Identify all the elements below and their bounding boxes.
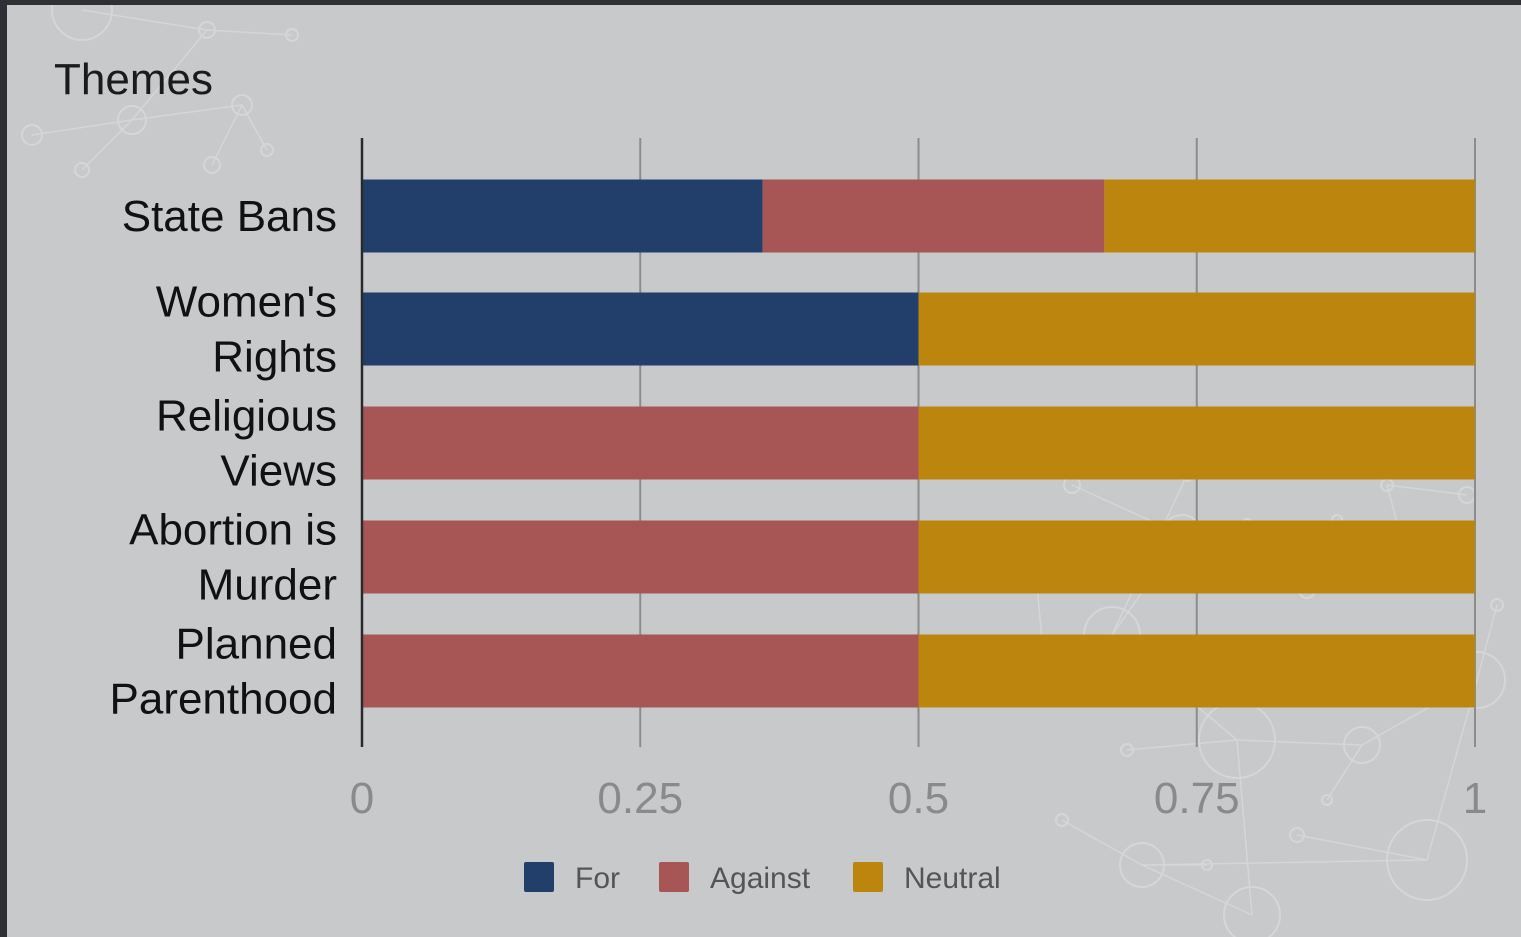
category-label: State Bans	[122, 192, 337, 241]
network-node	[203, 156, 221, 174]
x-tick-label: 0.75	[1154, 774, 1240, 823]
x-tick-label: 0.5	[888, 774, 949, 823]
network-edge	[211, 104, 243, 166]
network-node	[231, 94, 253, 116]
bar-segment	[918, 520, 1475, 594]
network-edge	[81, 9, 208, 31]
network-edge	[1236, 739, 1253, 916]
network-edge	[81, 119, 133, 171]
network-node	[198, 21, 216, 39]
network-node	[74, 162, 90, 178]
legend-swatch	[524, 862, 554, 892]
x-tick-label: 0.25	[597, 774, 683, 823]
legend-swatch	[853, 862, 883, 892]
category-label: Rights	[212, 333, 337, 382]
network-edge	[1296, 834, 1428, 861]
network-node	[1201, 859, 1213, 871]
network-node	[285, 28, 299, 42]
network-node	[1119, 842, 1165, 888]
legend-label: Against	[710, 862, 811, 895]
network-node	[1386, 819, 1468, 901]
bar-segment	[762, 179, 1105, 253]
x-tick-label: 0	[350, 774, 374, 823]
network-node	[1490, 598, 1504, 612]
network-edge	[1426, 679, 1478, 861]
legend-label: Neutral	[904, 862, 1001, 895]
network-edge	[1141, 864, 1253, 916]
bar-segment	[1104, 179, 1475, 253]
network-edge	[206, 29, 293, 36]
network-node	[260, 143, 274, 157]
network-node	[117, 105, 147, 135]
network-node	[1120, 743, 1134, 757]
category-label: Planned	[176, 620, 337, 669]
network-edge	[1386, 484, 1468, 496]
bar-segment	[362, 406, 919, 480]
bar-segment	[918, 406, 1475, 480]
bar-segment	[362, 634, 919, 708]
network-edge	[1126, 739, 1238, 751]
bar-segment	[362, 292, 919, 366]
bar-segment	[362, 520, 919, 594]
category-label: Parenthood	[109, 675, 337, 724]
category-label: Views	[220, 447, 337, 496]
bar-segment	[362, 179, 763, 253]
network-edge	[131, 29, 208, 121]
network-edge	[1141, 859, 1428, 866]
chart-panel: Themes 0 0.25 0.5 0.75 1 State Bans Women's Rig…	[7, 5, 1521, 937]
bar-chart: 0 0.25 0.5 0.75 1 State Bans Women's Rights Reli…	[109, 138, 1487, 895]
category-label: Murder	[198, 561, 337, 610]
network-edge	[1326, 744, 1363, 801]
legend-label: For	[575, 862, 620, 895]
network-edge	[1476, 604, 1498, 681]
network-edge	[131, 104, 243, 121]
network-node	[1343, 726, 1381, 764]
network-edge	[241, 104, 268, 151]
network-node	[1223, 886, 1281, 937]
bar-segment	[918, 292, 1475, 366]
x-tick-label: 1	[1463, 774, 1487, 823]
network-node	[51, 5, 113, 41]
network-edge	[31, 119, 133, 136]
network-edge	[1236, 739, 1363, 746]
chart-title: Themes	[54, 55, 213, 104]
bar-segment	[918, 634, 1475, 708]
network-node	[1055, 813, 1069, 827]
network-edge	[1061, 819, 1143, 866]
category-label: Religious	[156, 392, 337, 441]
network-node	[21, 124, 43, 146]
category-label: Women's	[156, 278, 337, 327]
legend-swatch	[659, 862, 689, 892]
network-node	[1289, 827, 1305, 843]
network-node	[1321, 794, 1333, 806]
category-label: Abortion is	[129, 506, 337, 555]
